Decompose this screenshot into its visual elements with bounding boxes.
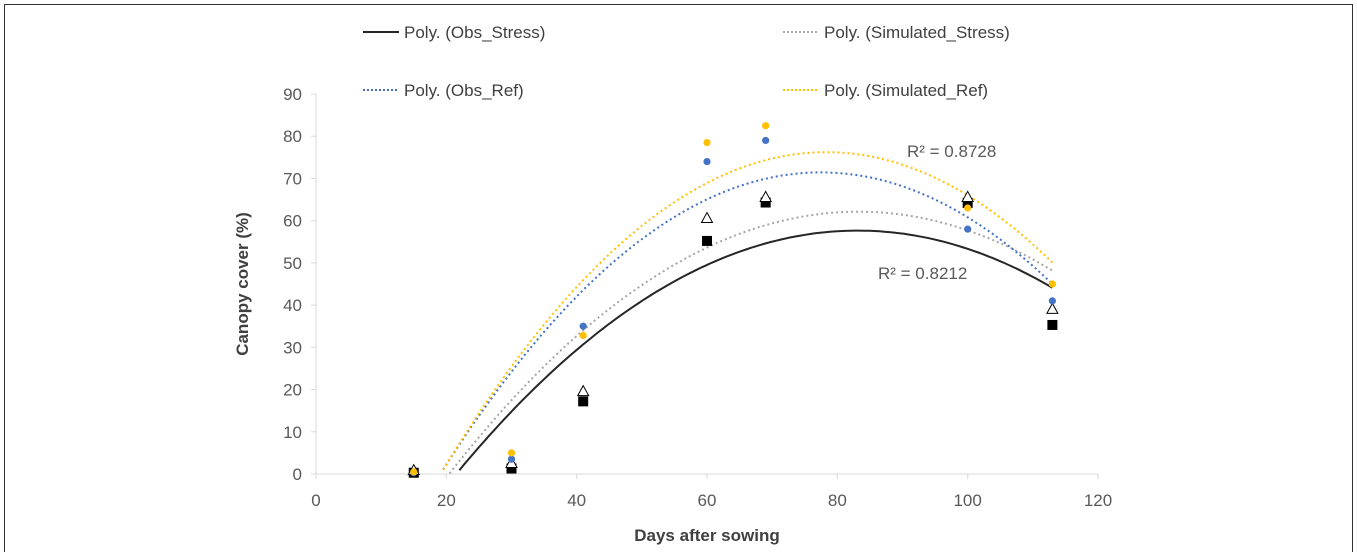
data-point-circle [703,157,711,166]
x-tick-label: 60 [698,491,717,510]
r-squared-label-lower: R² = 0.8212 [878,264,967,283]
x-tick-label: 40 [567,491,586,510]
data-point-circle [579,331,587,340]
data-point-square [1047,319,1058,330]
data-point-triangle [759,190,772,202]
y-tick-label: 80 [283,127,302,146]
data-point-square [702,235,712,246]
trendline-0 [458,229,1053,471]
data-point-triangle [1046,302,1059,314]
legend-label-2: Poly. (Obs_Ref) [404,81,524,100]
y-axis-title: Canopy cover (%) [233,212,252,356]
data-point-circle [762,136,770,145]
trendline-1 [448,210,1053,475]
data-point-triangle [576,384,590,397]
y-tick-label: 70 [283,169,302,188]
data-point-square [506,463,517,474]
legend-label-1: Poly. (Simulated_Stress) [824,23,1010,42]
x-tick-label: 120 [1084,491,1112,510]
x-axis-title: Days after sowing [634,526,780,545]
x-tick-label: 0 [311,491,320,510]
data-point-square [962,197,973,208]
data-point-circle [964,225,972,233]
y-tick-label: 40 [283,296,302,315]
data-point-circle [1048,280,1056,288]
data-point-triangle [700,211,714,224]
data-point-square [578,396,589,407]
data-point-square [760,197,771,208]
data-point-circle [507,449,516,457]
data-point-circle [507,455,516,463]
axes: 0 10 20 30 40 50 60 70 80 90 0 20 40 60 80 100 120 [283,85,1112,510]
x-tick-label: 80 [828,491,847,510]
y-tick-label: 90 [283,85,302,104]
trendline-2 [442,171,1054,471]
data-point-circle [1048,297,1056,305]
y-tick-label: 30 [283,338,302,357]
legend: Poly. (Obs_Stress) Poly. (Simulated_Stres… [363,23,1010,100]
legend-label-3: Poly. (Simulated_Ref) [824,81,988,100]
x-tick-label: 20 [437,491,456,510]
trendlines [442,151,1054,475]
y-tick-label: 50 [283,254,302,273]
y-tick-label: 20 [283,381,302,400]
y-tick-label: 10 [283,423,302,442]
data-point-circle [410,468,418,476]
r-squared-label-upper: R² = 0.8728 [907,142,996,161]
y-tick-label: 60 [283,212,302,231]
data-point-triangle [961,190,975,202]
data-point-circle [579,322,587,330]
y-tick-label: 0 [293,465,302,484]
trendline-3 [442,151,1054,471]
data-point-circle [703,138,711,147]
data-markers [407,122,1059,478]
x-tick-label: 100 [953,491,981,510]
data-point-circle [964,204,972,212]
legend-label-0: Poly. (Obs_Stress) [404,23,545,42]
data-point-circle [762,122,770,130]
